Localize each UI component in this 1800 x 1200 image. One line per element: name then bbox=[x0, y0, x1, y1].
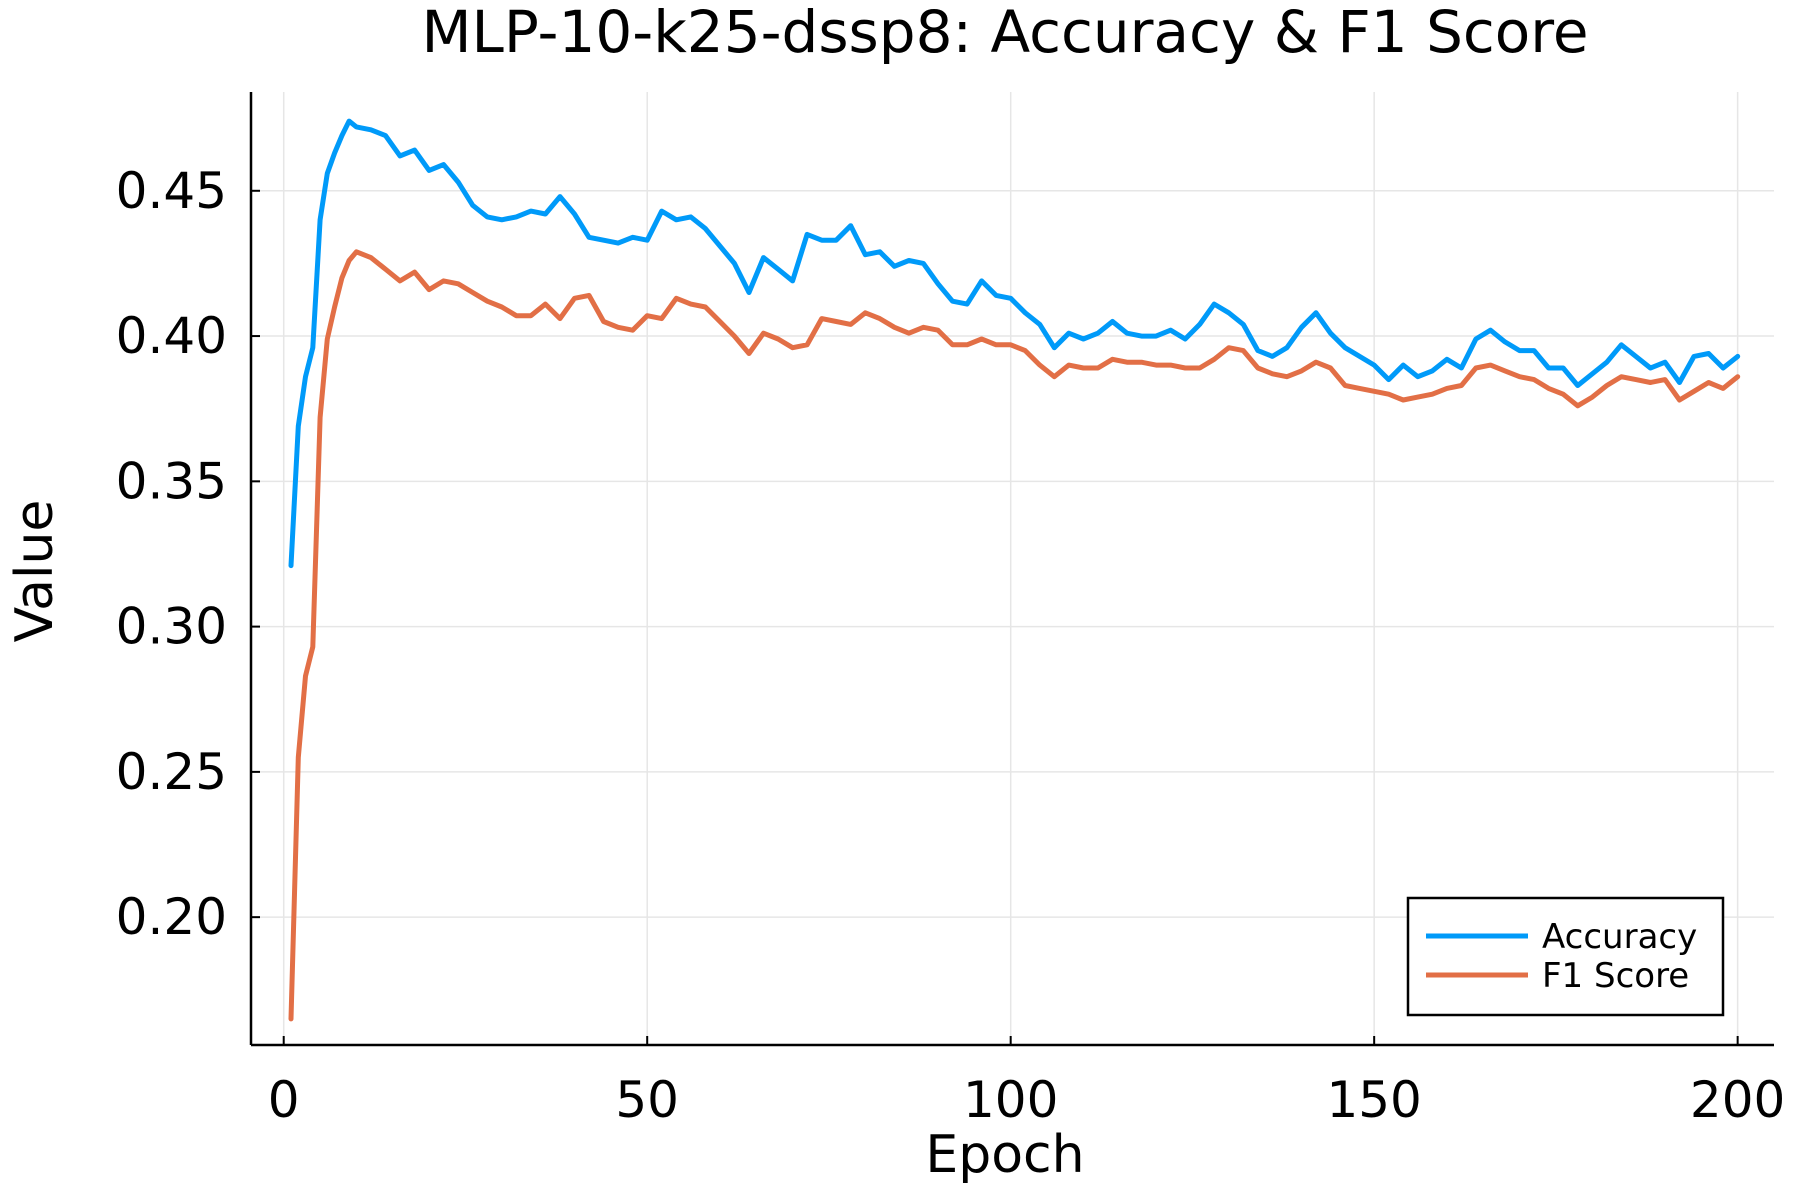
ticks: 0 50 100 150 200 0.20 0.25 0.30 0.35 0.40 0.45 bbox=[116, 162, 1786, 1129]
legend-label: F1 Score bbox=[1542, 956, 1689, 996]
grid bbox=[251, 92, 1774, 1045]
x-tick-label: 0 bbox=[268, 1071, 300, 1129]
legend-label: Accuracy bbox=[1542, 917, 1697, 957]
x-tick-label: 100 bbox=[963, 1071, 1058, 1129]
x-axis-label: Epoch bbox=[925, 1125, 1084, 1185]
series-lines bbox=[288, 118, 1741, 1022]
series-line-f1-score bbox=[288, 249, 1741, 1022]
x-tick-label: 50 bbox=[615, 1071, 679, 1129]
y-tick-label: 0.40 bbox=[116, 307, 227, 365]
legend-box bbox=[1406, 896, 1725, 1017]
series-line-accuracy bbox=[288, 118, 1741, 569]
y-axis-label: Value bbox=[5, 500, 65, 643]
x-tick-label: 200 bbox=[1690, 1071, 1785, 1129]
y-tick-label: 0.30 bbox=[116, 598, 227, 656]
x-tick-label: 150 bbox=[1326, 1071, 1421, 1129]
y-tick-label: 0.35 bbox=[116, 452, 227, 510]
chart-title: MLP-10-k25-dssp8: Accuracy & F1 Score bbox=[421, 0, 1588, 66]
y-tick-label: 0.45 bbox=[116, 162, 227, 220]
axes bbox=[249, 92, 1774, 1047]
y-tick-label: 0.20 bbox=[116, 888, 227, 946]
y-tick-label: 0.25 bbox=[116, 743, 227, 801]
